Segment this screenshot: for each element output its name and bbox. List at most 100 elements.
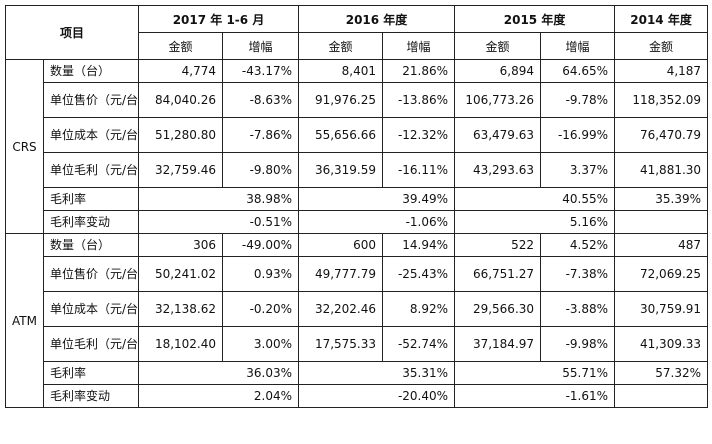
group-label-crs: CRS <box>5 59 44 234</box>
table-row: 单位成本（元/台） 51,280.80 -7.86% 55,656.66 -12… <box>6 117 709 153</box>
row-label: 单位毛利（元/台） <box>42 152 140 188</box>
cell: -20.40% <box>298 384 456 408</box>
cell: 118,352.09 <box>614 82 709 118</box>
cell: 36,319.59 <box>298 152 384 188</box>
cell: 91,976.25 <box>298 82 384 118</box>
cell: 306 <box>138 233 224 257</box>
change-header: 增幅 <box>382 32 456 60</box>
cell: 487 <box>614 233 709 257</box>
cell: -9.78% <box>540 82 616 118</box>
table-row: 单位售价（元/台） 84,040.26 -8.63% 91,976.25 -13… <box>6 82 709 118</box>
change-header: 增幅 <box>540 32 616 60</box>
row-label: 毛利率变动 <box>42 384 140 408</box>
cell: 29,566.30 <box>454 291 542 327</box>
cell: 4,774 <box>138 59 224 83</box>
cell: 4,187 <box>614 59 709 83</box>
cell: 64.65% <box>540 59 616 83</box>
cell: -16.99% <box>540 117 616 153</box>
cell: 41,309.33 <box>614 326 709 362</box>
table-row: 单位毛利（元/台） 32,759.46 -9.80% 36,319.59 -16… <box>6 152 709 188</box>
cell: -9.80% <box>222 152 300 188</box>
cell: -3.88% <box>540 291 616 327</box>
change-header: 增幅 <box>222 32 300 60</box>
table-row: 单位成本（元/台） 32,138.62 -0.20% 32,202.46 8.9… <box>6 291 709 327</box>
cell: -13.86% <box>382 82 456 118</box>
cell: 32,138.62 <box>138 291 224 327</box>
amount-header: 金额 <box>614 32 709 60</box>
cell: 63,479.63 <box>454 117 542 153</box>
row-label: 数量（台） <box>42 59 140 83</box>
period-header-2017h1: 2017 年 1-6 月 <box>138 5 300 33</box>
table-row: 毛利率变动 2.04% -20.40% -1.61% <box>6 384 709 408</box>
cell: -0.51% <box>138 210 300 234</box>
cell: 38.98% <box>138 187 300 211</box>
cell: -7.38% <box>540 256 616 292</box>
table-row: 毛利率 36.03% 35.31% 55.71% 57.32% <box>6 361 709 385</box>
cell: -16.11% <box>382 152 456 188</box>
row-label: 单位成本（元/台） <box>42 117 140 153</box>
cell <box>614 384 709 408</box>
cell: -49.00% <box>222 233 300 257</box>
cell: 49,777.79 <box>298 256 384 292</box>
row-label: 毛利率变动 <box>42 210 140 234</box>
cell: 32,202.46 <box>298 291 384 327</box>
table-row: 毛利率变动 -0.51% -1.06% 5.16% <box>6 210 709 234</box>
row-label: 毛利率 <box>42 361 140 385</box>
cell: 6,894 <box>454 59 542 83</box>
row-label: 单位售价（元/台） <box>42 256 140 292</box>
cell: 51,280.80 <box>138 117 224 153</box>
cell: -52.74% <box>382 326 456 362</box>
row-label: 毛利率 <box>42 187 140 211</box>
period-header-2014: 2014 年度 <box>614 5 709 33</box>
cell: 0.93% <box>222 256 300 292</box>
table-row: 单位毛利（元/台） 18,102.40 3.00% 17,575.33 -52.… <box>6 326 709 362</box>
amount-header: 金额 <box>138 32 224 60</box>
cell: -43.17% <box>222 59 300 83</box>
cell: -0.20% <box>222 291 300 327</box>
cell: 32,759.46 <box>138 152 224 188</box>
group-label-atm: ATM <box>5 233 44 408</box>
table-row: ATM 数量（台） 306 -49.00% 600 14.94% 522 4.5… <box>5 233 709 408</box>
cell: 57.32% <box>614 361 709 385</box>
amount-header: 金额 <box>298 32 384 60</box>
cell: 30,759.91 <box>614 291 709 327</box>
table-row: 毛利率 38.98% 39.49% 40.55% 35.39% <box>6 187 709 211</box>
cell: 43,293.63 <box>454 152 542 188</box>
cell: 55.71% <box>454 361 616 385</box>
cell: 2.04% <box>138 384 300 408</box>
table-row: 单位售价（元/台） 50,241.02 0.93% 49,777.79 -25.… <box>6 256 709 292</box>
cell: 3.00% <box>222 326 300 362</box>
table-row: CRS 数量（台） 4,774 -43.17% 8,401 21.86% 6,8… <box>5 59 709 234</box>
cell: 8,401 <box>298 59 384 83</box>
cell: 55,656.66 <box>298 117 384 153</box>
cell: 40.55% <box>454 187 616 211</box>
cell: -8.63% <box>222 82 300 118</box>
cell: 4.52% <box>540 233 616 257</box>
cell: 36.03% <box>138 361 300 385</box>
cell: 35.39% <box>614 187 709 211</box>
cell: -12.32% <box>382 117 456 153</box>
cell: 76,470.79 <box>614 117 709 153</box>
cell: -9.98% <box>540 326 616 362</box>
cell: 522 <box>454 233 542 257</box>
row-label: 单位毛利（元/台） <box>42 326 140 362</box>
cell: 37,184.97 <box>454 326 542 362</box>
cell: 8.92% <box>382 291 456 327</box>
cell: 5.16% <box>454 210 616 234</box>
cell: 21.86% <box>382 59 456 83</box>
cell: -1.06% <box>298 210 456 234</box>
cell: -25.43% <box>382 256 456 292</box>
cell: -7.86% <box>222 117 300 153</box>
cell: 17,575.33 <box>298 326 384 362</box>
cell: 41,881.30 <box>614 152 709 188</box>
item-header: 项目 <box>4 5 140 60</box>
cell: 3.37% <box>540 152 616 188</box>
cell: 14.94% <box>382 233 456 257</box>
row-label: 单位成本（元/台） <box>42 291 140 327</box>
cell: 50,241.02 <box>138 256 224 292</box>
amount-header: 金额 <box>454 32 542 60</box>
cell: 66,751.27 <box>454 256 542 292</box>
cell: 18,102.40 <box>138 326 224 362</box>
cell: 106,773.26 <box>454 82 542 118</box>
cell: -1.61% <box>454 384 616 408</box>
